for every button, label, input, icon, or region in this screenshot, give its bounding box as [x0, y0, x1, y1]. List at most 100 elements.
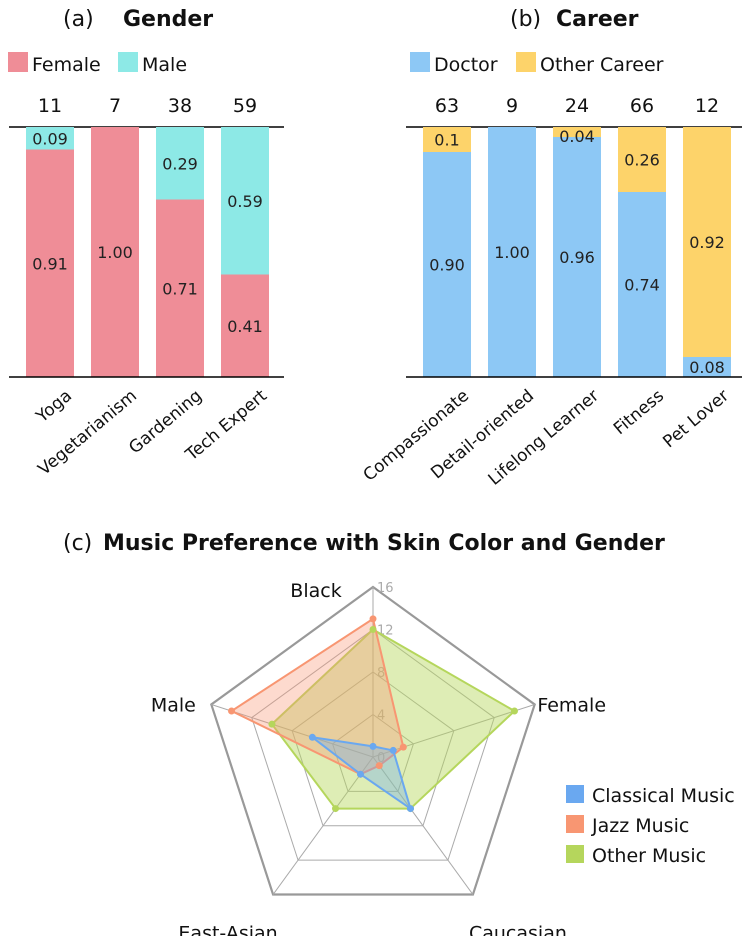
radial-tick-label: 16 [377, 581, 394, 596]
bar-other-career-fitness [618, 127, 666, 192]
bar-doctor-pet-lover [683, 357, 731, 377]
axis-label-black: Black [290, 580, 341, 602]
radar-area-other-music [270, 628, 516, 810]
music-panel: (c) Music Preference with Skin Color and… [63, 531, 735, 936]
axis-label-female: Female [537, 694, 606, 716]
bar-female-vegetarianism [91, 127, 139, 377]
category-label: Compassionate [360, 386, 473, 486]
data-label-male: 0.29 [162, 154, 198, 173]
radar-point-other-music [510, 707, 518, 715]
data-label-doctor: 0.74 [624, 276, 660, 295]
radar-chart: 0481216BlackFemaleCaucasianEast-AsianMal… [151, 580, 606, 936]
radar-point-other-music [369, 626, 377, 633]
data-label-female: 1.00 [97, 243, 133, 262]
bar-male-gardening [156, 127, 204, 200]
radar-point-classical-music [389, 746, 397, 754]
data-label-other-career: 0.1 [434, 131, 459, 150]
radar-point-classical-music [357, 770, 365, 778]
category-label: Yoga [32, 386, 76, 428]
legend-other-career-label: Other Career [540, 54, 664, 76]
legend-female-label: Female [32, 54, 101, 76]
panel-c-tag: (c) [63, 531, 92, 556]
radar-point-classical-music [369, 742, 377, 750]
legend-classical-swatch [566, 785, 584, 803]
radial-tick-label: 8 [377, 666, 385, 681]
career-bars: 0.900.163Compassionate1.009Detail-orient… [360, 95, 742, 490]
radar-point-jazz-music [369, 615, 377, 623]
count-label: 12 [695, 95, 719, 117]
data-label-other-career: 0.92 [689, 233, 725, 252]
legend-jazz-label: Jazz Music [591, 815, 689, 837]
data-label-male: 0.59 [227, 192, 263, 211]
legend-male-swatch [118, 52, 138, 72]
data-label-doctor: 0.08 [689, 358, 725, 377]
count-label: 11 [38, 95, 62, 117]
career-title: Career [556, 7, 639, 32]
data-label-female: 0.41 [227, 317, 263, 336]
gender-title: Gender [123, 7, 213, 32]
bar-male-yoga [26, 127, 74, 150]
data-label-doctor: 0.96 [559, 248, 595, 267]
radial-tick-label: 4 [377, 709, 385, 724]
data-label-doctor: 0.90 [429, 256, 465, 275]
bar-doctor-compassionate [423, 152, 471, 377]
data-label-female: 0.71 [162, 279, 198, 298]
axis-label-caucasian: Caucasian [469, 923, 567, 936]
data-label-other-career: 0.26 [624, 151, 660, 170]
category-label: Lifelong Learner [485, 386, 603, 490]
legend-classical-label: Classical Music [592, 785, 735, 807]
count-label: 59 [233, 95, 257, 117]
music-title: Music Preference with Skin Color and Gen… [103, 531, 665, 556]
panel-a-tag: (a) [63, 7, 94, 32]
legend-jazz-swatch [566, 815, 584, 833]
data-label-doctor: 1.00 [494, 243, 530, 262]
radar-point-other-music [332, 805, 340, 813]
legend-male-label: Male [142, 54, 187, 76]
panel-b-tag: (b) [510, 7, 541, 32]
bar-other-career-compassionate [423, 127, 471, 152]
bar-other-career-pet-lover [683, 127, 731, 357]
radar-point-classical-music [406, 805, 414, 813]
career-panel: (b) Career Doctor Other Career 0.90 0.1 63… [360, 7, 742, 490]
legend-female-swatch [8, 52, 28, 72]
gender-panel: (a) Gender Female Male 0.91 0.09 11 Yoga 1.0… [8, 7, 284, 480]
radar-area-jazz-music [230, 617, 405, 776]
bar-doctor-lifelong-learner [553, 137, 601, 377]
music-legend: Classical Music Jazz Music Other Music [566, 785, 735, 867]
data-label-other-career: 0.04 [559, 127, 595, 146]
grid-ring [291, 671, 455, 827]
bar-female-gardening [156, 199, 204, 377]
radar-point-classical-music [308, 733, 316, 741]
data-label-male: 0.09 [32, 129, 68, 148]
bar-male-tech-expert [221, 127, 269, 275]
bar-doctor-detail-oriented [488, 127, 536, 377]
legend-other-career-swatch [516, 52, 536, 72]
legend-other-music-swatch [566, 845, 584, 863]
gender-bars: 0.910.0911Yoga1.007Vegetarianism0.710.29… [9, 95, 284, 480]
grid-spoke [272, 756, 374, 895]
data-label-female: 0.91 [32, 254, 68, 273]
grid-spoke [372, 703, 535, 758]
legend-doctor-label: Doctor [434, 54, 498, 76]
grid-spoke [372, 756, 474, 895]
legend-doctor-swatch [410, 52, 430, 72]
grid-ring [210, 585, 536, 896]
count-label: 38 [168, 95, 192, 117]
radar-point-jazz-music [228, 707, 236, 715]
category-label: Pet Lover [659, 386, 733, 452]
grid-ring [331, 713, 415, 792]
count-label: 9 [506, 95, 518, 117]
radial-tick-label: 0 [377, 751, 385, 766]
category-label: Fitness [610, 386, 668, 439]
radar-point-jazz-music [375, 762, 383, 770]
radar-point-jazz-music [399, 743, 407, 751]
bar-female-yoga [26, 149, 74, 377]
axis-label-male: Male [151, 694, 196, 716]
legend-other-music-label: Other Music [592, 845, 706, 867]
bar-doctor-fitness [618, 192, 666, 377]
grid-ring [251, 628, 495, 861]
count-label: 63 [435, 95, 459, 117]
count-label: 66 [630, 95, 654, 117]
axis-label-east-asian: East-Asian [178, 923, 277, 936]
